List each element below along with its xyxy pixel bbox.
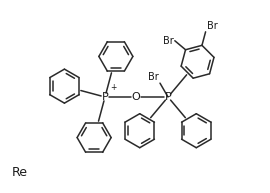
Text: +: + [110, 83, 116, 92]
Text: P: P [165, 92, 171, 102]
Text: Br: Br [207, 21, 217, 31]
Text: Br: Br [148, 72, 159, 82]
Text: Br: Br [163, 36, 174, 46]
Text: P: P [102, 92, 108, 102]
Text: Re: Re [12, 167, 28, 179]
Text: O: O [132, 92, 140, 102]
